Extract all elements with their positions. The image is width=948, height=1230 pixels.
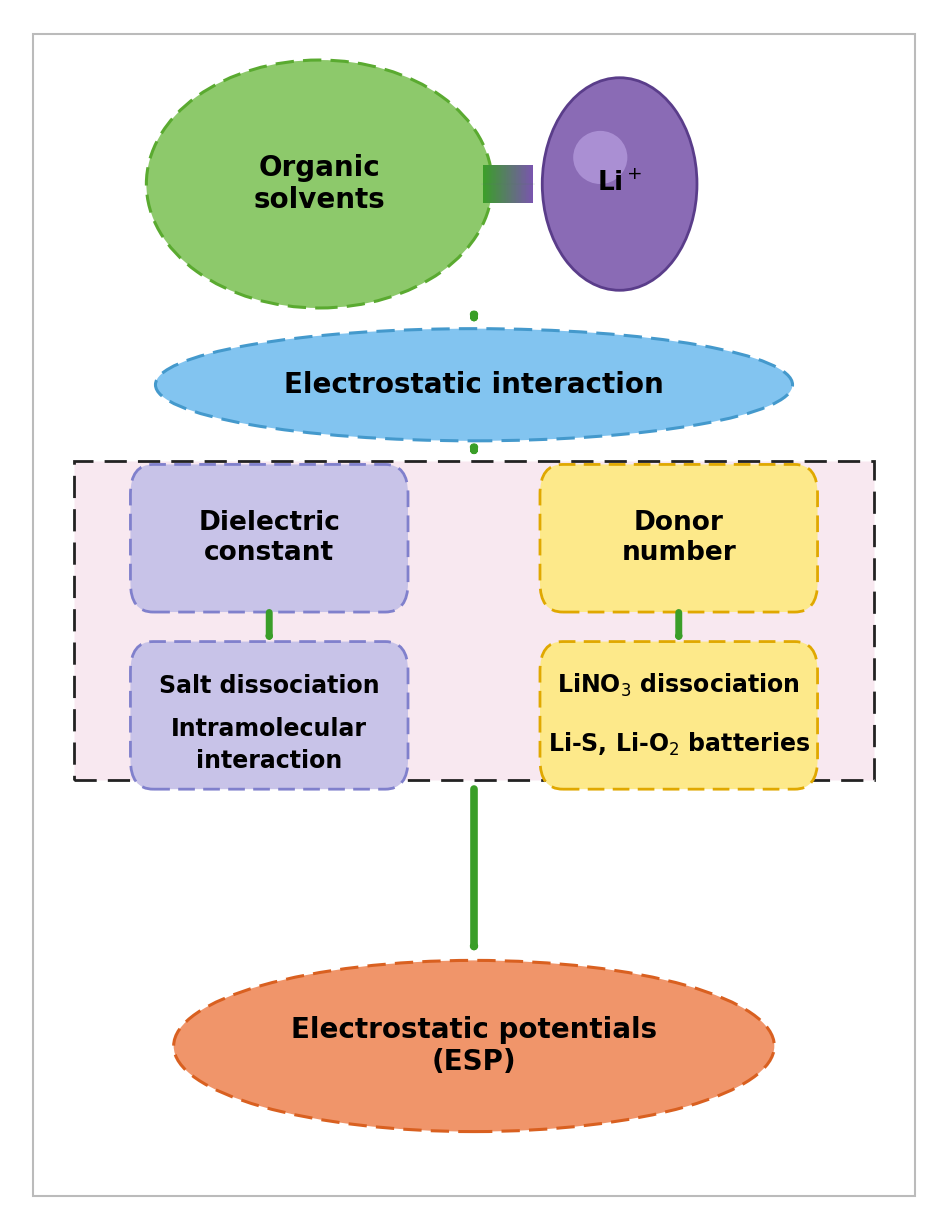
Ellipse shape — [173, 961, 775, 1132]
FancyBboxPatch shape — [131, 465, 408, 613]
Ellipse shape — [542, 77, 697, 290]
Ellipse shape — [146, 60, 492, 308]
FancyBboxPatch shape — [540, 642, 817, 790]
Text: Organic
solvents: Organic solvents — [253, 154, 385, 214]
FancyBboxPatch shape — [540, 465, 817, 613]
Text: Electrostatic potentials
(ESP): Electrostatic potentials (ESP) — [291, 1016, 657, 1076]
FancyBboxPatch shape — [131, 642, 408, 790]
Text: LiNO$_3$ dissociation: LiNO$_3$ dissociation — [557, 673, 800, 700]
Text: Dielectric
constant: Dielectric constant — [198, 510, 340, 566]
Text: Donor
number: Donor number — [621, 510, 737, 566]
Ellipse shape — [574, 130, 628, 184]
Text: Intramolecular
interaction: Intramolecular interaction — [172, 717, 367, 772]
Text: Salt dissociation: Salt dissociation — [159, 674, 379, 697]
Text: Electrostatic interaction: Electrostatic interaction — [284, 370, 664, 399]
Text: Li$^+$: Li$^+$ — [597, 171, 643, 197]
Ellipse shape — [155, 328, 793, 440]
Text: Li-S, Li-O$_2$ batteries: Li-S, Li-O$_2$ batteries — [548, 732, 810, 759]
FancyBboxPatch shape — [74, 461, 874, 780]
